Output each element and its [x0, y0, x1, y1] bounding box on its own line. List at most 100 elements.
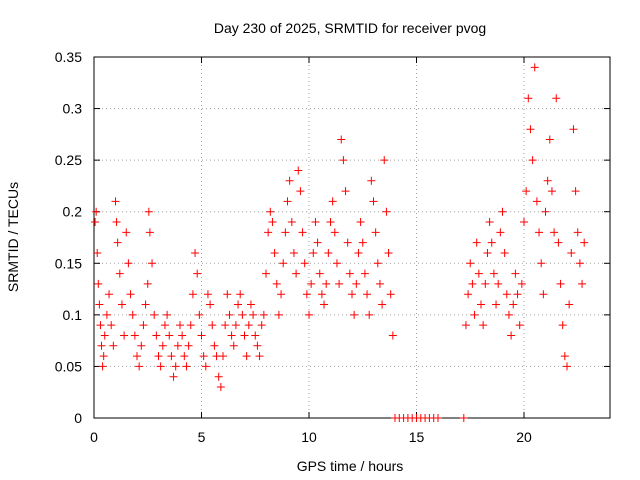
data-point	[567, 248, 576, 257]
data-point	[107, 321, 116, 330]
data-point	[483, 248, 492, 257]
data-point	[371, 228, 380, 237]
data-point	[313, 238, 322, 247]
data-point	[365, 310, 374, 319]
data-point	[543, 176, 552, 185]
data-point	[509, 300, 518, 309]
data-point	[472, 238, 481, 247]
data-point	[511, 269, 520, 278]
x-axis-label: GPS time / hours	[297, 458, 404, 474]
data-point	[272, 279, 281, 288]
data-point	[113, 238, 122, 247]
data-point	[558, 321, 567, 330]
data-point	[259, 310, 268, 319]
data-point	[300, 259, 309, 268]
data-point	[526, 125, 535, 134]
data-point	[238, 310, 247, 319]
data-point	[350, 310, 359, 319]
data-point	[109, 341, 118, 350]
data-point	[481, 279, 490, 288]
data-point	[328, 197, 337, 206]
data-point	[176, 321, 184, 330]
data-point	[262, 269, 270, 278]
data-point	[210, 341, 219, 350]
tick-labels: 0 5 10 15 20 0 0.05 0.1 0.15 0.2 0.25 0.3 0.35	[55, 49, 532, 445]
data-point	[496, 228, 505, 237]
y-tick-label: 0.15	[55, 255, 82, 271]
data-point	[352, 279, 361, 288]
data-point	[485, 218, 494, 227]
data-point	[305, 310, 313, 319]
data-point	[240, 331, 249, 340]
data-point	[289, 248, 298, 257]
data-point	[178, 331, 187, 340]
data-point	[231, 321, 240, 330]
data-point	[545, 135, 554, 144]
x-tick-label: 0	[90, 429, 98, 445]
data-point	[188, 290, 197, 299]
data-point	[563, 362, 571, 371]
data-point	[569, 125, 578, 134]
data-point	[535, 228, 544, 237]
data-point	[524, 94, 533, 103]
data-point	[117, 300, 126, 309]
data-point	[253, 341, 262, 350]
data-point	[474, 269, 483, 278]
data-point	[360, 269, 369, 278]
data-point	[492, 300, 501, 309]
data-point	[167, 352, 176, 361]
data-point	[573, 228, 582, 237]
data-point	[143, 279, 152, 288]
data-point	[461, 321, 470, 330]
data-point	[279, 259, 288, 268]
data-point	[309, 248, 318, 257]
data-point	[517, 279, 526, 288]
data-point	[145, 228, 154, 237]
data-point	[191, 248, 200, 257]
data-point	[384, 248, 393, 257]
data-point	[195, 310, 204, 319]
data-point	[255, 352, 264, 361]
data-point	[98, 362, 107, 371]
data-point	[354, 248, 363, 257]
data-point	[148, 259, 157, 268]
data-point	[345, 269, 354, 278]
data-point	[530, 63, 539, 72]
data-point	[343, 238, 352, 247]
data-point	[537, 259, 546, 268]
data-point	[100, 331, 109, 340]
data-point	[363, 290, 372, 299]
data-point	[122, 228, 131, 237]
data-point	[532, 197, 541, 206]
data-point	[324, 248, 333, 257]
data-point	[199, 352, 208, 361]
data-point	[294, 166, 303, 175]
data-point	[515, 321, 524, 330]
data-point	[470, 310, 479, 319]
data-point	[227, 331, 236, 340]
data-point	[171, 362, 180, 371]
data-point	[130, 331, 139, 340]
data-point	[225, 310, 234, 319]
data-point	[520, 218, 528, 227]
data-point	[105, 290, 114, 299]
data-point	[500, 248, 509, 257]
data-point	[95, 300, 104, 309]
y-axis-label: SRMTID / TECUs	[5, 182, 21, 292]
data-point	[489, 269, 498, 278]
data-point	[128, 310, 137, 319]
y-tick-label: 0.1	[63, 307, 83, 323]
data-point	[522, 187, 531, 196]
data-point	[96, 321, 105, 330]
data-point	[337, 135, 346, 144]
data-point	[173, 341, 182, 350]
data-point	[464, 290, 473, 299]
data-point	[375, 279, 384, 288]
grid-lines	[94, 57, 610, 418]
y-tick-label: 0.2	[63, 204, 83, 220]
data-point	[330, 228, 339, 237]
y-tick-label: 0.25	[55, 152, 82, 168]
data-point	[236, 290, 245, 299]
data-point	[550, 228, 559, 237]
